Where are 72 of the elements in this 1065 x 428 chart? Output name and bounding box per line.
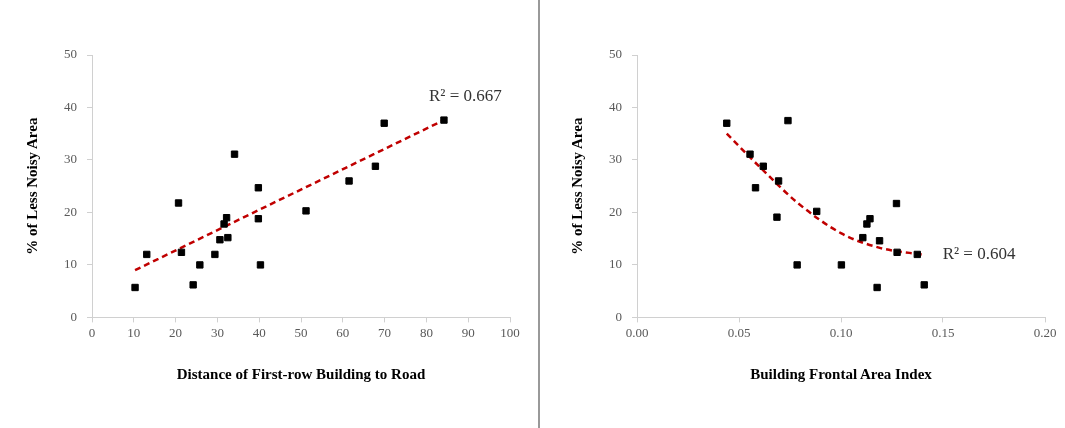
annotation: R² = 0.604 [942, 244, 1016, 264]
x-tick-label: 100 [500, 324, 520, 340]
x-tick-label: 0.05 [727, 324, 751, 340]
point [371, 162, 380, 170]
point [784, 116, 792, 125]
point [920, 281, 928, 289]
x-tick-label: 30 [210, 324, 224, 340]
point [256, 261, 265, 269]
x-tick-label: 90 [461, 324, 475, 340]
x-tick-label: 40 [252, 324, 266, 340]
x-tick-label: 0.10 [829, 324, 853, 340]
point [174, 199, 183, 207]
y-tick-label: 30 [609, 151, 622, 167]
point [254, 215, 263, 223]
point [211, 250, 219, 259]
point [875, 237, 884, 245]
point [723, 119, 731, 127]
point [216, 236, 224, 244]
point [813, 207, 821, 216]
point [302, 207, 310, 215]
point [859, 233, 867, 242]
x-tick-label: 10 [127, 324, 141, 340]
x-tick-label: 0.20 [1033, 324, 1057, 340]
point [746, 150, 754, 158]
point [440, 116, 448, 124]
point [913, 250, 921, 259]
y-tick-label: 10 [609, 256, 622, 272]
y-tick-label: 40 [609, 98, 622, 114]
point [177, 248, 186, 257]
point [751, 184, 760, 192]
x-axis-title: Building Frontal Area Index [750, 365, 933, 382]
point [230, 150, 239, 158]
y-tick-label: 10 [64, 256, 77, 272]
y-tick-label: 30 [64, 151, 77, 167]
point [143, 250, 151, 259]
point [866, 215, 874, 223]
y-tick-label: 0 [615, 308, 622, 324]
y-axis-title: % of Less Noisy Area [23, 117, 40, 255]
x-tick-label: 0.00 [625, 324, 649, 340]
point [793, 261, 801, 269]
point [774, 177, 783, 185]
point [345, 177, 353, 185]
point [224, 233, 232, 242]
y-tick-label: 40 [64, 98, 77, 114]
annotation: R² = 0.667 [428, 85, 503, 105]
point [380, 119, 388, 127]
x-tick-label: 60 [336, 324, 350, 340]
point [892, 199, 901, 208]
x-tick-label: 0 [88, 324, 96, 340]
y-tick-label: 50 [609, 46, 622, 62]
y-axis-title: % of Less Noisy Area [568, 117, 585, 255]
point [773, 213, 781, 221]
x-axis-title: Distance of First-row Building to Road [176, 365, 426, 382]
point [254, 184, 263, 192]
y-tick-label: 0 [70, 308, 77, 324]
x-tick-label: 0.15 [931, 324, 955, 340]
point [837, 261, 846, 269]
y-tick-label: 20 [64, 203, 77, 219]
x-tick-label: 50 [294, 324, 308, 340]
point [873, 283, 881, 292]
point [220, 220, 228, 228]
point [196, 261, 204, 269]
y-tick-label: 20 [609, 203, 622, 219]
point [759, 162, 767, 170]
x-tick-label: 80 [419, 324, 433, 340]
x-tick-label: 20 [169, 324, 183, 340]
point [131, 283, 139, 292]
point [222, 214, 231, 222]
point [893, 248, 901, 257]
y-tick-label: 50 [64, 46, 77, 62]
point [189, 281, 197, 289]
x-tick-label: 70 [378, 324, 392, 340]
